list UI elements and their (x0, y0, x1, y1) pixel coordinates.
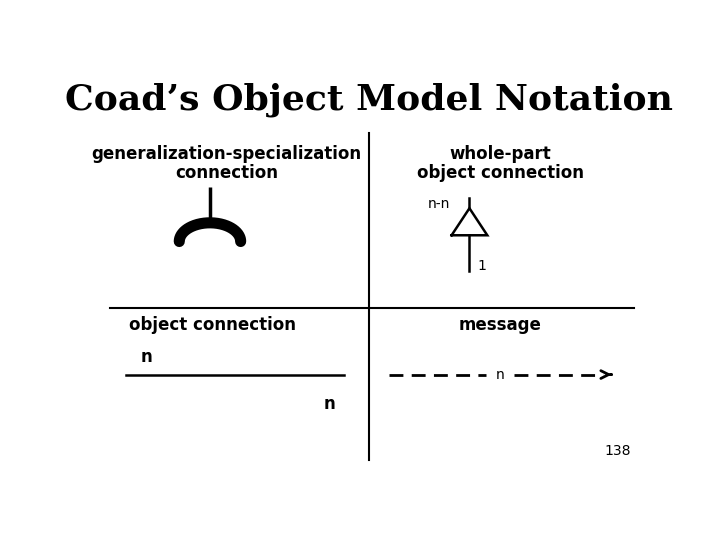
Text: whole-part: whole-part (449, 145, 551, 163)
Text: n: n (324, 395, 336, 413)
Text: n: n (496, 368, 505, 382)
Text: Coad’s Object Model Notation: Coad’s Object Model Notation (65, 83, 673, 117)
Text: n: n (140, 348, 152, 366)
Text: n-n: n-n (428, 197, 450, 211)
Text: 138: 138 (604, 444, 631, 458)
Text: connection: connection (175, 164, 278, 182)
Text: 1: 1 (478, 259, 487, 273)
Text: message: message (459, 316, 541, 334)
Text: object connection: object connection (417, 164, 584, 182)
Text: generalization-specialization: generalization-specialization (91, 145, 361, 163)
Text: object connection: object connection (130, 316, 296, 334)
